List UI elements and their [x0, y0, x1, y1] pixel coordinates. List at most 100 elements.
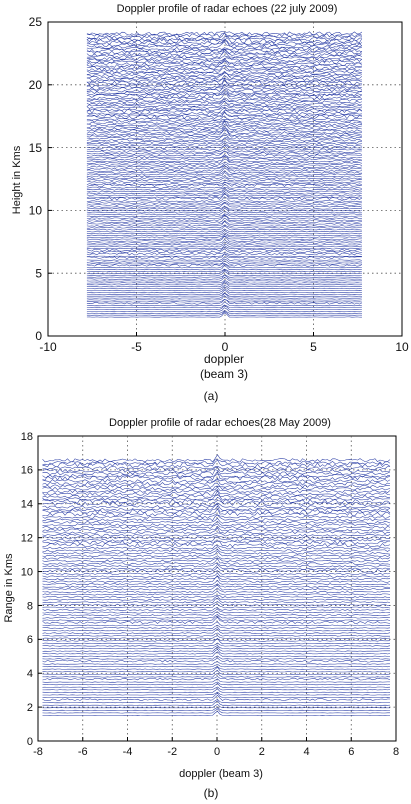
profile-trace: [86, 180, 362, 184]
y-tick-label: 15: [29, 141, 43, 155]
y-tick-label: 14: [21, 499, 33, 511]
profile-trace: [42, 496, 391, 504]
x-axis-label: doppler: [204, 352, 244, 366]
profile-trace: [86, 48, 363, 53]
profile-trace: [42, 691, 391, 696]
profile-trace: [42, 566, 391, 573]
profile-trace: [86, 206, 362, 210]
profile-trace: [42, 527, 391, 535]
profile-trace: [86, 214, 362, 219]
profile-trace: [42, 621, 391, 627]
profile-trace: [86, 201, 362, 206]
profile-trace: [86, 286, 362, 291]
profile-trace: [86, 304, 362, 308]
x-tick-label: -4: [123, 746, 133, 758]
profile-trace: [86, 68, 362, 74]
profile-trace: [86, 196, 362, 202]
profile-trace: [86, 246, 362, 252]
plot-area: -10 -5 0 5 10 0 5 10 15 20 25: [29, 15, 409, 354]
profile-trace: [42, 514, 391, 522]
profile-trace: [86, 199, 362, 204]
profile-trace: [86, 253, 362, 257]
profile-trace: [86, 31, 363, 36]
profile-trace: [42, 459, 391, 466]
profile-trace: [86, 276, 362, 282]
profile-trace: [86, 260, 362, 265]
profile-trace: [86, 167, 362, 174]
x-tick-label: -10: [39, 340, 57, 354]
x-tick-label: 0: [214, 746, 220, 758]
profile-trace: [86, 281, 362, 286]
profile-trace: [86, 187, 362, 193]
profile-trace: [86, 213, 362, 218]
profile-trace: [86, 142, 362, 148]
profile-trace: [42, 672, 391, 678]
profile-trace: [86, 126, 362, 133]
profile-trace: [42, 482, 391, 489]
profile-trace: [86, 183, 362, 189]
profile-trace: [86, 55, 362, 61]
y-tick-label: 18: [21, 431, 33, 443]
y-tick-label: 4: [27, 668, 33, 680]
profile-trace: [86, 118, 362, 123]
x-axis-label-2: (beam 3): [200, 367, 248, 381]
profile-trace: [86, 288, 362, 293]
profile-trace: [86, 100, 362, 106]
profile-trace: [42, 595, 391, 599]
profile-trace: [86, 32, 363, 38]
profile-trace: [86, 269, 362, 274]
profile-trace: [86, 60, 363, 66]
profile-trace: [42, 700, 391, 706]
profile-trace: [86, 150, 362, 157]
profile-trace: [42, 572, 391, 578]
profile-trace: [42, 486, 391, 491]
chart-title: Doppler profile of radar echoes (22 july…: [117, 3, 338, 15]
profile-trace: [42, 666, 390, 670]
profile-trace: [42, 537, 390, 542]
profile-trace: [86, 233, 362, 238]
profile-trace: [86, 311, 362, 316]
chart-b: Doppler profile of radar echoes(28 May 2…: [3, 417, 399, 800]
profile-trace: [42, 694, 390, 701]
profile-trace: [86, 264, 362, 271]
profile-trace: [86, 268, 362, 272]
profile-trace: [42, 517, 391, 524]
profile-trace: [86, 154, 362, 159]
profile-trace: [42, 607, 391, 611]
profile-trace: [42, 681, 391, 686]
profile-trace: [86, 90, 363, 97]
y-tick-label: 8: [27, 600, 33, 612]
profile-trace: [86, 156, 362, 163]
profile-trace: [42, 626, 391, 632]
profile-trace: [86, 48, 363, 55]
profile-trace: [86, 37, 363, 44]
profile-trace: [86, 220, 362, 225]
x-tick-label: -2: [167, 746, 177, 758]
profile-trace: [42, 683, 391, 688]
profile-trace: [42, 469, 391, 476]
profile-trace: [42, 657, 391, 663]
profile-trace: [86, 175, 362, 180]
profile-trace: [86, 115, 362, 121]
profile-trace: [42, 508, 391, 517]
profile-trace: [42, 545, 391, 550]
profile-trace: [86, 93, 363, 100]
profile-trace: [86, 235, 362, 240]
profile-trace: [42, 575, 391, 581]
profile-trace: [86, 207, 362, 214]
profile-trace: [86, 38, 363, 46]
profile-trace: [86, 75, 362, 81]
profile-trace: [86, 41, 363, 49]
profile-trace: [86, 77, 362, 86]
profile-trace: [42, 601, 391, 606]
profile-trace: [86, 224, 362, 229]
profile-trace: [42, 564, 391, 570]
profile-trace: [42, 635, 391, 639]
y-tick-label: 0: [35, 329, 42, 343]
profile-trace: [86, 235, 362, 242]
profile-trace: [42, 670, 391, 675]
profile-trace: [42, 473, 391, 478]
profile-trace: [42, 707, 390, 711]
profile-trace: [42, 490, 391, 499]
profile-trace: [86, 162, 363, 167]
